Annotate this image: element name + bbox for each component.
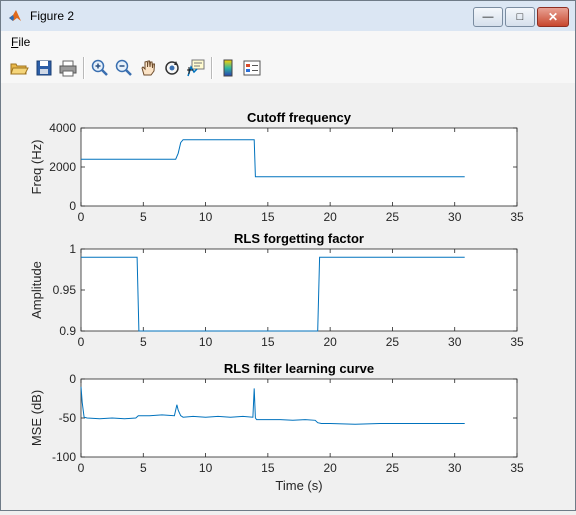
y-tick-label: 4000 bbox=[49, 121, 76, 135]
x-tick-label: 0 bbox=[78, 461, 85, 475]
menu-bar: File bbox=[1, 31, 575, 53]
x-tick-label: 35 bbox=[510, 210, 524, 224]
menu-file-label: ile bbox=[18, 35, 31, 49]
y-tick-label: 0.9 bbox=[59, 324, 76, 338]
pan-icon[interactable] bbox=[138, 58, 158, 78]
x-tick-label: 25 bbox=[386, 335, 400, 349]
print-icon[interactable] bbox=[58, 58, 78, 78]
series-line bbox=[80, 386, 465, 425]
x-tick-label: 0 bbox=[78, 335, 85, 349]
minimize-button[interactable]: — bbox=[473, 7, 503, 27]
y-tick-label: 1 bbox=[69, 242, 76, 256]
x-tick-label: 30 bbox=[448, 335, 462, 349]
data-cursor-icon[interactable] bbox=[186, 58, 206, 78]
y-tick-label: 0 bbox=[69, 372, 76, 386]
rotate-3d-icon[interactable] bbox=[162, 58, 182, 78]
axes-box[interactable] bbox=[80, 248, 518, 332]
x-axis-label: Time (s) bbox=[275, 478, 322, 493]
x-tick-label: 30 bbox=[448, 461, 462, 475]
x-tick-label: 5 bbox=[140, 210, 147, 224]
menu-file-mnemonic: F bbox=[11, 35, 19, 49]
x-tick-label: 25 bbox=[386, 210, 400, 224]
x-tick-label: 0 bbox=[78, 210, 85, 224]
y-tick-label: 2000 bbox=[49, 160, 76, 174]
save-icon[interactable] bbox=[34, 58, 54, 78]
x-tick-label: 20 bbox=[323, 461, 337, 475]
x-tick-label: 35 bbox=[510, 335, 524, 349]
maximize-icon: □ bbox=[516, 11, 524, 23]
x-tick-label: 15 bbox=[261, 335, 275, 349]
y-axis-label: Freq (Hz) bbox=[29, 140, 44, 195]
toolbar-separator bbox=[83, 57, 85, 79]
minimize-icon: — bbox=[482, 11, 494, 23]
figure-canvas: 0 5 10 15 20 25 30 35 0 2000 4000 Cutoff frequency F… bbox=[1, 83, 575, 510]
x-tick-label: 20 bbox=[323, 335, 337, 349]
x-tick-label: 35 bbox=[510, 461, 524, 475]
x-tick-label: 10 bbox=[199, 335, 213, 349]
axes-box[interactable] bbox=[80, 378, 518, 458]
x-tick-label: 20 bbox=[323, 210, 337, 224]
open-file-icon[interactable] bbox=[9, 58, 29, 78]
y-tick-label: 0.95 bbox=[53, 283, 77, 297]
x-tick-label: 10 bbox=[199, 210, 213, 224]
axes-3: 0 5 10 15 20 25 30 35 -100 -50 0 RLS filter learnin… bbox=[29, 361, 524, 493]
close-icon: ✕ bbox=[547, 10, 559, 24]
y-tick-label: -100 bbox=[52, 450, 76, 464]
colorbar-icon[interactable] bbox=[218, 58, 238, 78]
x-tick-label: 5 bbox=[140, 461, 147, 475]
zoom-out-icon[interactable] bbox=[114, 58, 134, 78]
window-title: Figure 2 bbox=[30, 9, 75, 23]
x-tick-label: 10 bbox=[199, 461, 213, 475]
y-axis-label: Amplitude bbox=[29, 261, 44, 319]
axes-2: 0 5 10 15 20 25 30 35 0.9 0.95 1 RLS forgetting fac… bbox=[29, 231, 524, 349]
menu-file[interactable]: File bbox=[11, 35, 30, 49]
toolbar-separator bbox=[211, 57, 213, 79]
series-line bbox=[81, 256, 465, 332]
maximize-button[interactable]: □ bbox=[505, 7, 535, 27]
zoom-in-icon[interactable] bbox=[90, 58, 110, 78]
title-bar[interactable]: Figure 2 — □ ✕ bbox=[1, 1, 575, 31]
x-tick-label: 15 bbox=[261, 210, 275, 224]
axes-title: Cutoff frequency bbox=[247, 110, 352, 125]
legend-icon[interactable] bbox=[242, 58, 262, 78]
y-tick-label: -50 bbox=[59, 411, 77, 425]
axes-title: RLS filter learning curve bbox=[224, 361, 374, 376]
matlab-logo-icon bbox=[8, 9, 22, 23]
close-button[interactable]: ✕ bbox=[537, 7, 569, 27]
x-tick-label: 5 bbox=[140, 335, 147, 349]
figure-toolbar bbox=[1, 53, 575, 84]
x-tick-label: 25 bbox=[386, 461, 400, 475]
axes-1: 0 5 10 15 20 25 30 35 0 2000 4000 Cutoff frequency F… bbox=[29, 110, 524, 224]
axes-title: RLS forgetting factor bbox=[234, 231, 364, 246]
y-tick-label: 0 bbox=[69, 199, 76, 213]
x-tick-label: 15 bbox=[261, 461, 275, 475]
series-line bbox=[81, 139, 465, 178]
x-tick-label: 30 bbox=[448, 210, 462, 224]
axes-box[interactable] bbox=[80, 127, 518, 207]
y-axis-label: MSE (dB) bbox=[29, 390, 44, 446]
